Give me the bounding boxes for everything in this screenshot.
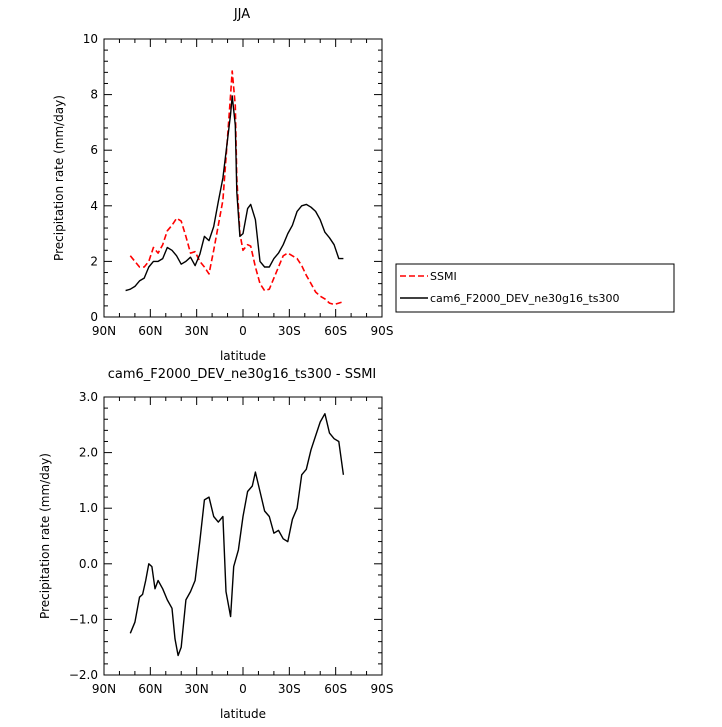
chart-title: cam6_F2000_DEV_ne30g16_ts300 - SSMI [108,367,377,382]
x-tick-label: 60S [324,682,347,696]
y-tick-label: −1.0 [69,612,98,626]
difference-panel: cam6_F2000_DEV_ne30g16_ts300 - SSMI 90N 6… [38,367,393,721]
y-tick-label: 10 [83,32,98,46]
x-tick-label: 90S [371,682,394,696]
x-tick-label: 30N [185,324,209,338]
y-tick-label: 1.0 [79,501,98,515]
difference-series-line [129,413,345,657]
y-tick-label: 0 [90,310,98,324]
x-tick-label: 30N [185,682,209,696]
x-tick-labels: 90N 60N 30N 0 30S 60S 90S [92,682,394,696]
x-axis-label: latitude [220,707,266,721]
y-tick-label: 2.0 [79,446,98,460]
plot-frame [103,396,383,676]
y-tick-label: 8 [90,88,98,102]
y-tick-label: 0.0 [79,557,98,571]
axis-ticks [103,396,383,676]
y-tick-label: −2.0 [69,668,98,682]
series-group [129,413,345,657]
series-group [125,70,344,306]
x-tick-label: 90N [92,324,116,338]
climatology-panel: JJA 90N 60N 30N 0 30S 60S 90S 0 2 4 6 8 10 latitude… [52,7,675,363]
y-tick-label: 2 [90,254,98,268]
cam6-f2000-dev-ne30g16-ts300-series-line [125,95,344,292]
y-tick-labels: −2.0 −1.0 0.0 1.0 2.0 3.0 [69,390,98,682]
legend-box [395,263,675,313]
x-tick-label: 60N [138,682,162,696]
x-tick-labels: 90N 60N 30N 0 30S 60S 90S [92,324,394,338]
legend: SSMI cam6_F2000_DEV_ne30g16_ts300 [395,263,675,313]
x-axis-label: latitude [220,349,266,363]
y-axis-label: Precipitation rate (mm/day) [38,453,52,619]
y-tick-label: 3.0 [79,390,98,404]
axis-ticks [103,38,383,318]
y-tick-labels: 0 2 4 6 8 10 [83,32,98,324]
x-tick-label: 60S [324,324,347,338]
x-tick-label: 30S [278,682,301,696]
x-tick-label: 0 [239,682,247,696]
x-tick-label: 30S [278,324,301,338]
legend-label-cam6: cam6_F2000_DEV_ne30g16_ts300 [430,292,620,305]
x-tick-label: 0 [239,324,247,338]
x-tick-label: 90S [371,324,394,338]
x-tick-label: 60N [138,324,162,338]
y-axis-label: Precipitation rate (mm/day) [52,95,66,261]
y-tick-label: 4 [90,199,98,213]
y-tick-label: 6 [90,143,98,157]
x-tick-label: 90N [92,682,116,696]
chart-title: JJA [233,7,250,22]
legend-label-ssmi: SSMI [430,270,457,283]
